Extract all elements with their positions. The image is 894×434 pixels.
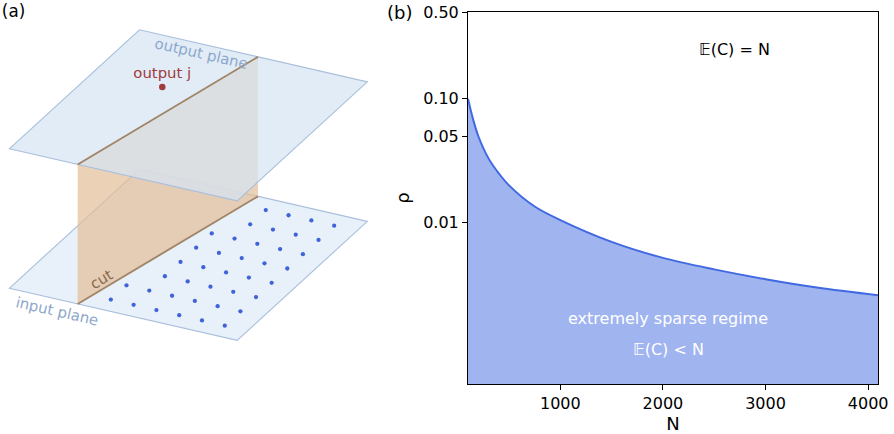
svg-text:0.10: 0.10 — [423, 89, 459, 108]
svg-text:3000: 3000 — [745, 394, 786, 413]
svg-text:0.50: 0.50 — [423, 3, 459, 22]
svg-text:cut: cut — [87, 266, 116, 294]
svg-text:𝔼(C) = N: 𝔼(C) = N — [699, 40, 770, 59]
svg-text:(a): (a) — [2, 1, 25, 21]
svg-text:input plane: input plane — [14, 293, 100, 329]
svg-text:extremely sparse regime: extremely sparse regime — [568, 309, 768, 328]
svg-text:2000: 2000 — [643, 394, 684, 413]
svg-text:1000: 1000 — [540, 394, 581, 413]
svg-text:N: N — [666, 413, 679, 434]
svg-text:4000: 4000 — [848, 394, 889, 413]
svg-text:output j: output j — [133, 64, 191, 82]
svg-text:output plane: output plane — [152, 34, 250, 73]
svg-text:𝔼(C) < N: 𝔼(C) < N — [633, 340, 704, 359]
svg-text:0.01: 0.01 — [423, 213, 459, 232]
svg-text:(b): (b) — [387, 2, 412, 23]
svg-text:0.05: 0.05 — [423, 127, 459, 146]
svg-text:ρ: ρ — [392, 192, 413, 203]
